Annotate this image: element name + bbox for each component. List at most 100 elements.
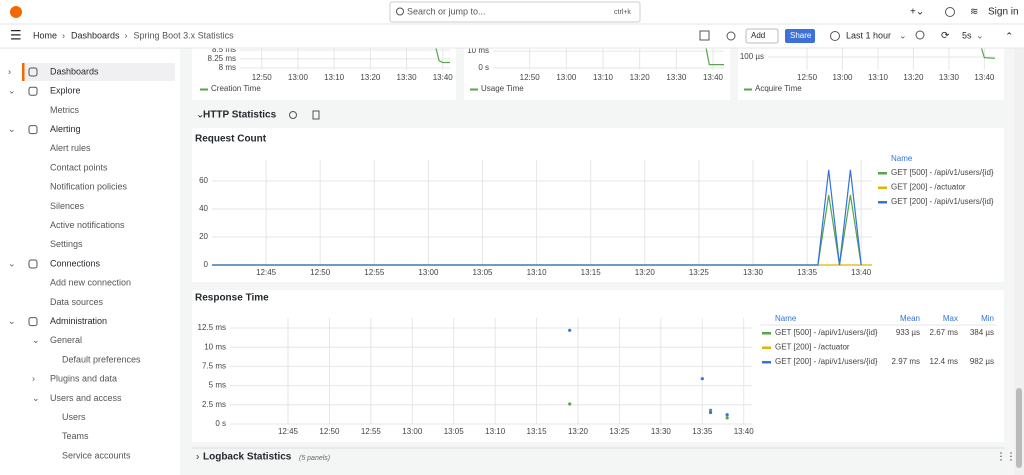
y-tick-label: 12.5 ms	[198, 323, 226, 332]
sidebar-item[interactable]: Dashboards	[50, 66, 99, 76]
legend-column-header: Min	[981, 314, 994, 323]
save-icon[interactable]	[699, 30, 710, 41]
x-tick-label: 13:40	[974, 73, 995, 82]
dashboard-panels: ⌄ HTTP Statistics Request Count Name Res…	[192, 40, 1016, 463]
sidebar-chevron[interactable]: ⌄	[8, 258, 16, 268]
row-chevron[interactable]: ⌄	[196, 110, 204, 121]
add-label: Add	[751, 31, 765, 40]
legend-column-header: Name	[775, 314, 797, 323]
share-button[interactable]	[785, 29, 815, 43]
zoom-out-icon[interactable]	[915, 30, 925, 40]
sign-in[interactable]: Sign in	[988, 7, 1019, 18]
legend-stat: 384 µs	[970, 328, 994, 337]
legend-item: GET [500] - /api/v1/users/{id}	[891, 168, 994, 177]
grafana-logo[interactable]	[10, 6, 22, 18]
news-icon[interactable]: ≋	[970, 7, 978, 18]
legend-swatch	[762, 346, 771, 349]
sidebar-item[interactable]: Notification policies	[50, 182, 128, 192]
time-range[interactable]: Last 1 hour	[846, 30, 891, 40]
sidebar-item[interactable]: Connections	[50, 258, 101, 268]
sidebar-chevron[interactable]: ⌄	[32, 335, 40, 345]
sidebar-chevron[interactable]: ⌄	[8, 316, 16, 326]
breadcrumb-item[interactable]: Home	[33, 30, 57, 40]
scrollbar-track	[1014, 49, 1024, 475]
series-line	[434, 46, 450, 64]
scrollbar-thumb[interactable]	[1016, 388, 1022, 468]
help-icon[interactable]	[945, 7, 955, 17]
sidebar-item[interactable]: Service accounts	[62, 450, 131, 460]
legend-item: GET [200] - /api/v1/users/{id}	[891, 197, 994, 206]
sidebar-item[interactable]: Alert rules	[50, 143, 91, 153]
y-tick-label: 0	[204, 260, 209, 269]
legend-stat: 12.4 ms	[930, 357, 958, 366]
breadcrumb-item[interactable]: Dashboards	[71, 30, 120, 40]
y-tick-label: 7.5 ms	[202, 362, 226, 371]
x-tick-label: 12:50	[797, 73, 818, 82]
sidebar-item[interactable]: Settings	[50, 239, 83, 249]
breadcrumb-item: Spring Boot 3.x Statistics	[134, 30, 235, 40]
x-tick-label: 13:20	[360, 73, 381, 82]
sidebar-item[interactable]: Users and access	[50, 393, 122, 403]
refresh-interval[interactable]: 5s	[962, 30, 972, 40]
collapse-toggle[interactable]: ⌃	[1005, 32, 1013, 43]
drag-handle[interactable]: ⋮⋮	[996, 452, 1016, 463]
sidebar-item[interactable]: Active notifications	[50, 220, 125, 230]
row-settings-icon[interactable]	[289, 111, 297, 119]
sidebar-chevron[interactable]: ›	[32, 374, 35, 384]
refresh-icon[interactable]: ⟳	[941, 31, 950, 42]
x-tick-label: 12:55	[364, 268, 385, 277]
new-menu[interactable]: +⌄	[910, 7, 924, 18]
sidebar-chevron[interactable]: ⌄	[32, 393, 40, 403]
legend-item: GET [200] - /actuator	[891, 183, 966, 192]
sidebar-item[interactable]: Metrics	[50, 105, 79, 115]
row-title[interactable]: Logback Statistics	[203, 452, 292, 463]
sidebar-chevron[interactable]: ⌄	[8, 124, 16, 134]
x-tick-label: 12:50	[520, 73, 541, 82]
sidebar-item[interactable]: General	[50, 335, 82, 345]
sidebar-item[interactable]: Explore	[50, 86, 81, 96]
x-tick-label: 13:10	[324, 73, 345, 82]
refresh-chevron: ⌄	[976, 30, 984, 40]
sidebar-item[interactable]: Teams	[62, 431, 89, 441]
panel	[738, 40, 1004, 100]
legend-item: GET [500] - /api/v1/users/{id}	[775, 328, 878, 337]
panel	[464, 40, 730, 100]
x-tick-label: 13:15	[527, 427, 548, 436]
x-tick-label: 13:20	[903, 73, 924, 82]
sidebar-item[interactable]: Alerting	[50, 124, 81, 134]
x-tick-label: 13:00	[556, 73, 577, 82]
y-tick-label: 8 ms	[219, 63, 236, 72]
legend-swatch	[878, 201, 887, 204]
settings-icon[interactable]	[726, 31, 736, 41]
row-delete-icon[interactable]	[312, 110, 320, 120]
sidebar-item[interactable]: Silences	[50, 201, 85, 211]
x-tick-label: 12:45	[278, 427, 299, 436]
row-title[interactable]: HTTP Statistics	[203, 110, 277, 121]
search-placeholder: Search or jump to...	[407, 6, 486, 16]
x-tick-label: 12:50	[310, 268, 331, 277]
row-chevron[interactable]: ›	[196, 452, 199, 463]
y-tick-label: 10 ms	[467, 46, 489, 55]
x-tick-label: 13:20	[635, 268, 656, 277]
x-tick-label: 13:20	[630, 73, 651, 82]
menu-toggle[interactable]: ☰	[10, 27, 22, 42]
sidebar-item[interactable]: Add new connection	[50, 278, 131, 288]
legend-item: GET [200] - /api/v1/users/{id}	[775, 357, 878, 366]
sidebar-item[interactable]: Contact points	[50, 162, 108, 172]
sidebar-item[interactable]: Users	[62, 412, 86, 422]
sidebar-item[interactable]: Administration	[50, 316, 107, 326]
add-button[interactable]	[745, 28, 779, 44]
x-tick-label: 13:15	[581, 268, 602, 277]
sidebar-item[interactable]: Default preferences	[62, 354, 141, 364]
sidebar-chevron[interactable]: ⌄	[8, 86, 16, 96]
x-tick-label: 13:30	[939, 73, 960, 82]
x-tick-label: 13:20	[568, 427, 589, 436]
search-shortcut: ctrl+k	[614, 9, 631, 16]
sidebar-chevron[interactable]: ›	[8, 66, 11, 76]
sidebar-item[interactable]: Data sources	[50, 297, 104, 307]
search-box[interactable]	[389, 1, 641, 23]
panel-title: Response Time	[195, 293, 269, 304]
sidebar-item[interactable]: Plugins and data	[50, 374, 117, 384]
y-tick-label: 2.5 ms	[202, 400, 226, 409]
